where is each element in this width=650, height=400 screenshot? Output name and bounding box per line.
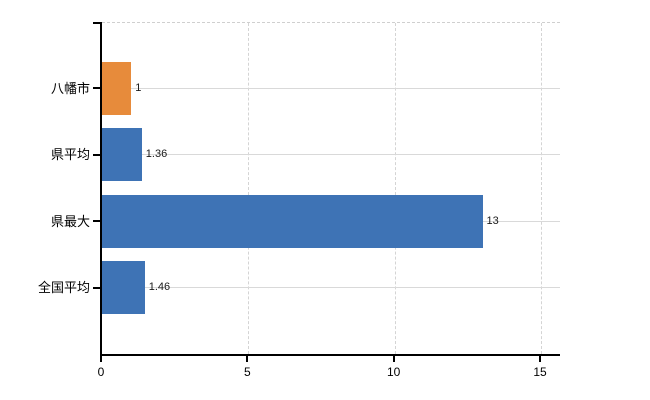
row-gridline [102, 87, 560, 89]
y-axis-tick [93, 153, 100, 156]
category-label: 八幡市 [50, 80, 90, 96]
bar-value-label: 1.36 [145, 148, 168, 161]
v-gridline [248, 23, 250, 354]
bar-value-label: 1.46 [148, 281, 171, 294]
x-tick-label: 0 [97, 365, 105, 379]
x-tick-label: 15 [533, 365, 547, 379]
x-axis-tick [100, 356, 102, 362]
y-axis-line [100, 22, 102, 356]
x-axis-tick [392, 356, 395, 362]
x-axis-line [100, 354, 560, 356]
category-label: 県最大 [50, 213, 90, 229]
v-gridline [394, 23, 396, 354]
row-gridline [102, 287, 560, 289]
bar-value-label: 1 [135, 81, 142, 94]
category-label: 県平均 [50, 147, 90, 163]
x-tick-label: 10 [387, 365, 401, 379]
v-gridline [541, 23, 543, 354]
row-gridline [102, 154, 560, 156]
x-axis-tick [539, 356, 542, 362]
bar [102, 61, 132, 115]
y-axis-tick [93, 220, 100, 223]
y-axis-tick [93, 286, 100, 289]
bar [102, 194, 483, 248]
bar [102, 128, 142, 182]
y-axis-top-tick [93, 22, 100, 24]
bar [102, 261, 145, 315]
category-label: 全国平均 [37, 280, 90, 296]
x-tick-label: 5 [244, 365, 251, 379]
y-axis-tick [93, 87, 100, 90]
plot-top-border [102, 22, 560, 23]
bar-value-label: 13 [486, 214, 499, 227]
x-axis-tick [246, 356, 249, 362]
